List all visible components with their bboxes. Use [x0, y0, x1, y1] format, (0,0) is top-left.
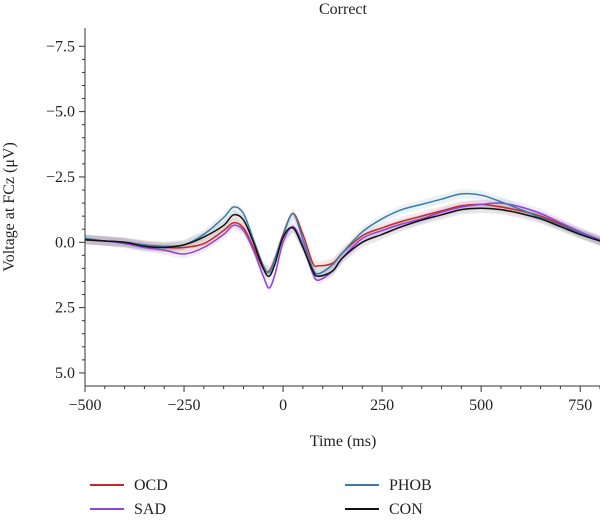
- y-ticks: −7.5 −5.0 −2.5 0.0 2.5 5.0: [46, 38, 85, 382]
- x-tick-label: 250: [370, 397, 394, 414]
- band-con: [85, 203, 600, 281]
- legend-label: CON: [389, 501, 423, 518]
- y-tick-label: −5.0: [46, 104, 75, 121]
- legend: OCD SAD PHOB CON: [90, 477, 432, 518]
- y-tick-label: 0.0: [55, 234, 75, 251]
- x-tick-label: −500: [68, 397, 101, 414]
- legend-label: PHOB: [389, 477, 432, 494]
- y-tick-label: 2.5: [55, 300, 75, 317]
- x-tick-label: 750: [568, 397, 592, 414]
- y-tick-label: −2.5: [46, 169, 75, 186]
- legend-item-con: CON: [345, 501, 423, 518]
- band-phob: [85, 189, 600, 279]
- series-lines: [84, 192, 600, 289]
- legend-item-phob: PHOB: [345, 477, 432, 494]
- y-axis-title: Voltage at FCz (μV): [1, 142, 18, 272]
- series-line-ocd: [84, 203, 600, 273]
- x-tick-label: 500: [469, 397, 493, 414]
- legend-label: OCD: [134, 477, 168, 494]
- x-axis-title: Time (ms): [310, 433, 377, 450]
- y-tick-label: −7.5: [46, 38, 75, 55]
- legend-item-sad: SAD: [90, 501, 166, 518]
- legend-item-ocd: OCD: [90, 477, 168, 494]
- chart-title: Correct: [319, 1, 368, 18]
- confidence-bands: [85, 189, 600, 293]
- series-line-phob: [84, 192, 600, 275]
- x-tick-label: −250: [168, 397, 201, 414]
- x-tick-label: 0: [279, 397, 287, 414]
- y-tick-label: 5.0: [55, 365, 75, 382]
- x-ticks: −500 −250 0 250 500 750: [68, 386, 600, 414]
- series-line-con: [84, 207, 600, 278]
- legend-label: SAD: [134, 501, 166, 518]
